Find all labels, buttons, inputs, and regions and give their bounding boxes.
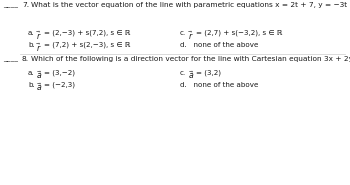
Text: = (3,−2): = (3,−2) (44, 70, 75, 77)
Text: = (7,2) + s(2,−3), s ∈ ℝ: = (7,2) + s(2,−3), s ∈ ℝ (44, 42, 131, 48)
Text: b.: b. (28, 42, 35, 48)
Text: 8.: 8. (22, 56, 29, 62)
Text: ____: ____ (3, 2, 18, 8)
Text: d.   none of the above: d. none of the above (180, 42, 258, 48)
Text: d.   none of the above: d. none of the above (180, 82, 258, 88)
Text: $\vec{r}$: $\vec{r}$ (36, 29, 42, 42)
Text: = (2,−3) + s(7,2), s ∈ ℝ: = (2,−3) + s(7,2), s ∈ ℝ (44, 30, 131, 36)
Text: $\vec{a}$: $\vec{a}$ (36, 69, 43, 81)
Text: = (3,2): = (3,2) (196, 70, 221, 77)
Text: a.: a. (28, 30, 35, 36)
Text: $\vec{a}$: $\vec{a}$ (188, 69, 195, 81)
Text: = (2,7) + s(−3,2), s ∈ ℝ: = (2,7) + s(−3,2), s ∈ ℝ (196, 30, 282, 36)
Text: $\vec{r}$: $\vec{r}$ (188, 29, 194, 42)
Text: = (−2,3): = (−2,3) (44, 82, 75, 88)
Text: a.: a. (28, 70, 35, 76)
Text: $\vec{a}$: $\vec{a}$ (36, 81, 43, 93)
Text: $\vec{r}$: $\vec{r}$ (36, 41, 42, 54)
Text: 7.: 7. (22, 2, 29, 8)
Text: c.: c. (180, 70, 186, 76)
Text: b.: b. (28, 82, 35, 88)
Text: c.: c. (180, 30, 186, 36)
Text: Which of the following is a direction vector for the line with Cartesian equatio: Which of the following is a direction ve… (31, 56, 350, 62)
Text: ____: ____ (3, 56, 18, 62)
Text: What is the vector equation of the line with parametric equations x = 2t + 7, y : What is the vector equation of the line … (31, 2, 350, 8)
